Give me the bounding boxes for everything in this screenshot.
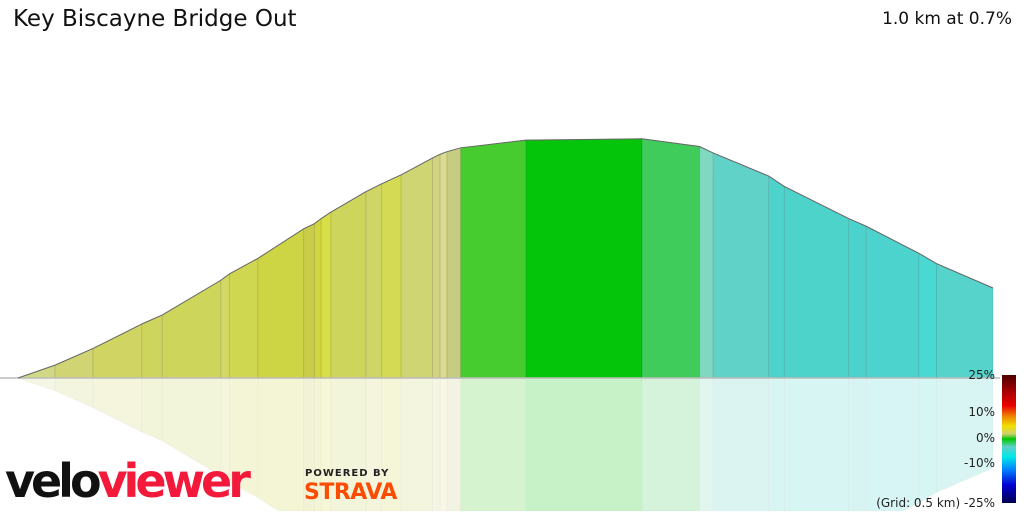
profile-segment (848, 217, 867, 379)
reflection-segment (93, 378, 142, 433)
profile-segment (229, 257, 259, 379)
reflection-segment (366, 378, 382, 511)
profile-segment (54, 347, 94, 379)
reflection-segment (303, 378, 315, 511)
grid-note: (Grid: 0.5 km) (876, 496, 961, 510)
legend-tick: -25% (963, 496, 995, 510)
legend-tick: 0% (975, 431, 995, 445)
legend-tick: 10% (968, 405, 995, 419)
logo-velo: velo (5, 454, 102, 508)
profile-segment (381, 174, 402, 379)
profile-segment (431, 153, 441, 379)
reflection-segment (18, 378, 56, 391)
profile-segment (783, 185, 850, 379)
profile-segment (303, 223, 315, 379)
reflection-segment (321, 378, 331, 511)
reflection-segment (381, 378, 402, 511)
reflection-segment (525, 378, 642, 511)
profile-segment (161, 279, 222, 379)
profile-segment (525, 138, 643, 379)
reflection-segment (55, 378, 94, 408)
profile-segment (313, 217, 322, 379)
profile-segment (918, 252, 937, 379)
page-title: Key Biscayne Bridge Out (13, 6, 297, 32)
legend-tick-bottom: (Grid: 0.5 km) -25% (876, 496, 995, 510)
profile-segments (17, 138, 994, 379)
segment-summary: 1.0 km at 0.7% (882, 9, 1012, 29)
powered-by-label: POWERED BY (305, 468, 390, 479)
profile-segment (712, 152, 770, 379)
legend-tick: -10% (963, 456, 995, 470)
reflection-segment (330, 378, 367, 511)
reflection-segment (642, 378, 700, 511)
reflection-segment (432, 378, 441, 511)
reflection-segment (768, 378, 785, 511)
profile-outline (17, 138, 994, 379)
profile-segment (220, 273, 230, 379)
reflection-segment (440, 378, 447, 511)
reflection-segment (936, 378, 993, 493)
profile-segment (699, 145, 714, 379)
profile-reflection (18, 378, 993, 511)
reflection-segment (257, 378, 304, 511)
profile-segment (330, 190, 367, 379)
profile-segment (641, 138, 700, 379)
reflection-segment (784, 378, 849, 511)
profile-segment (400, 157, 433, 379)
strava-logo[interactable]: STRAVA (304, 480, 397, 505)
profile-segment (936, 262, 994, 379)
reflection-segment (141, 378, 163, 442)
reflection-segment (918, 378, 937, 503)
profile-segment (92, 323, 143, 379)
profile-segment (768, 175, 785, 379)
reflection-segment (401, 378, 433, 511)
reflection-segment (866, 378, 919, 511)
profile-segment (446, 147, 462, 379)
veloviewer-logo[interactable]: veloviewer (5, 454, 251, 508)
profile-segment (460, 139, 527, 379)
reflection-segment (229, 378, 258, 498)
logo-viewer: viewer (97, 454, 251, 508)
profile-segment (257, 228, 305, 379)
reflection-segment (220, 378, 230, 483)
reflection-segment (162, 378, 221, 476)
legend-tick: 25% (968, 368, 995, 382)
reflection-segment (460, 378, 526, 511)
reflection-segment (699, 378, 714, 511)
profile-segment (320, 211, 332, 379)
reflection-segment (713, 378, 769, 511)
reflection-segment (447, 378, 461, 511)
reflection-segment (314, 378, 322, 511)
gradient-color-legend (1002, 375, 1016, 503)
reflection-segment (848, 378, 867, 511)
profile-segment (141, 314, 163, 379)
profile-segment (439, 151, 448, 379)
profile-segment (365, 183, 383, 379)
